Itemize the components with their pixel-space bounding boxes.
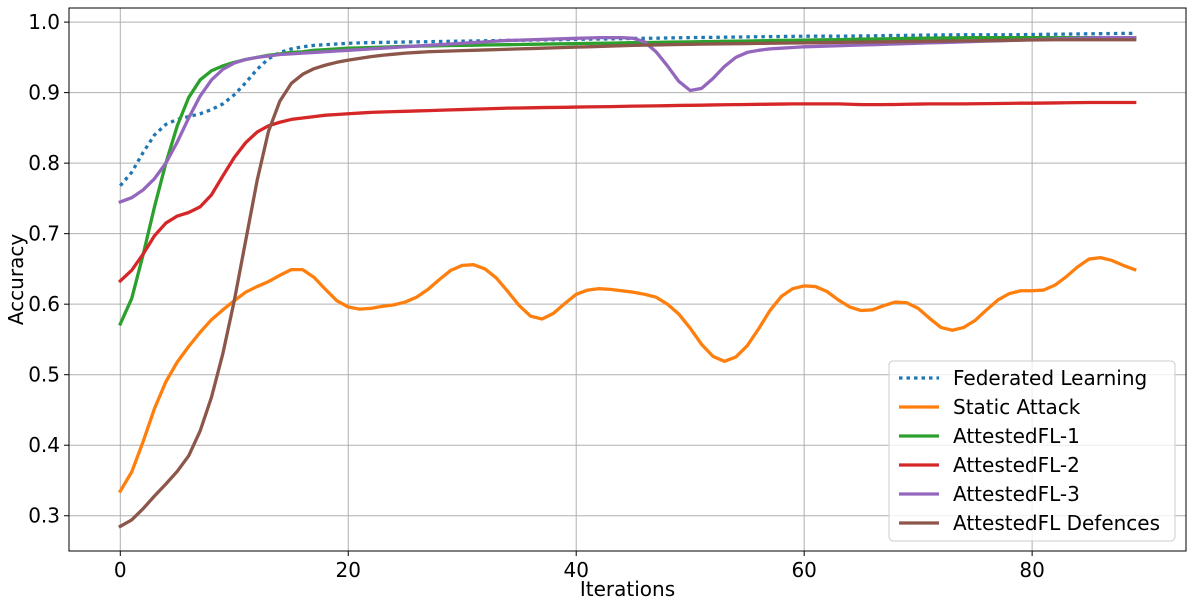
x-tick-label: 80: [1019, 558, 1044, 582]
legend: Federated Learning Static Attack AttestedF…: [888, 360, 1176, 542]
legend-label: Static Attack: [953, 395, 1081, 419]
y-tick-label: 0.5: [28, 363, 60, 387]
axis-ticks: 0 20 40 60 80 0.3 0.4 0.5 0.6 0.7 0.8 0.9 1.0: [28, 10, 1045, 582]
legend-label: AttestedFL-3: [953, 482, 1080, 506]
series-lines: [117, 31, 1137, 529]
series-line-2: [118, 255, 1137, 494]
y-tick-label: 1.0: [28, 10, 60, 34]
x-tick-label: 0: [114, 558, 127, 582]
series-line-6: [118, 38, 1137, 529]
y-tick-label: 0.8: [28, 151, 60, 175]
legend-label: AttestedFL Defences: [953, 511, 1160, 535]
y-tick-label: 0.6: [28, 292, 60, 316]
x-tick-label: 20: [336, 558, 361, 582]
x-tick-label: 40: [563, 558, 588, 582]
y-tick-label: 0.4: [28, 433, 60, 457]
y-tick-label: 0.3: [28, 504, 60, 528]
legend-label: AttestedFL-1: [953, 424, 1080, 448]
plot-area-frame: [68, 7, 1187, 552]
legend-label: AttestedFL-2: [953, 453, 1080, 477]
x-tick-label: 60: [791, 558, 816, 582]
y-axis-label: Accuracy: [4, 234, 28, 325]
y-tick-label: 0.7: [28, 222, 60, 246]
legend-label: Federated Learning: [953, 366, 1147, 390]
x-axis-label: Iterations: [580, 577, 675, 601]
legend-box: [888, 360, 1176, 542]
grid: [69, 8, 1186, 551]
series-line-4: [117, 100, 1137, 284]
y-tick-label: 0.9: [28, 81, 60, 105]
